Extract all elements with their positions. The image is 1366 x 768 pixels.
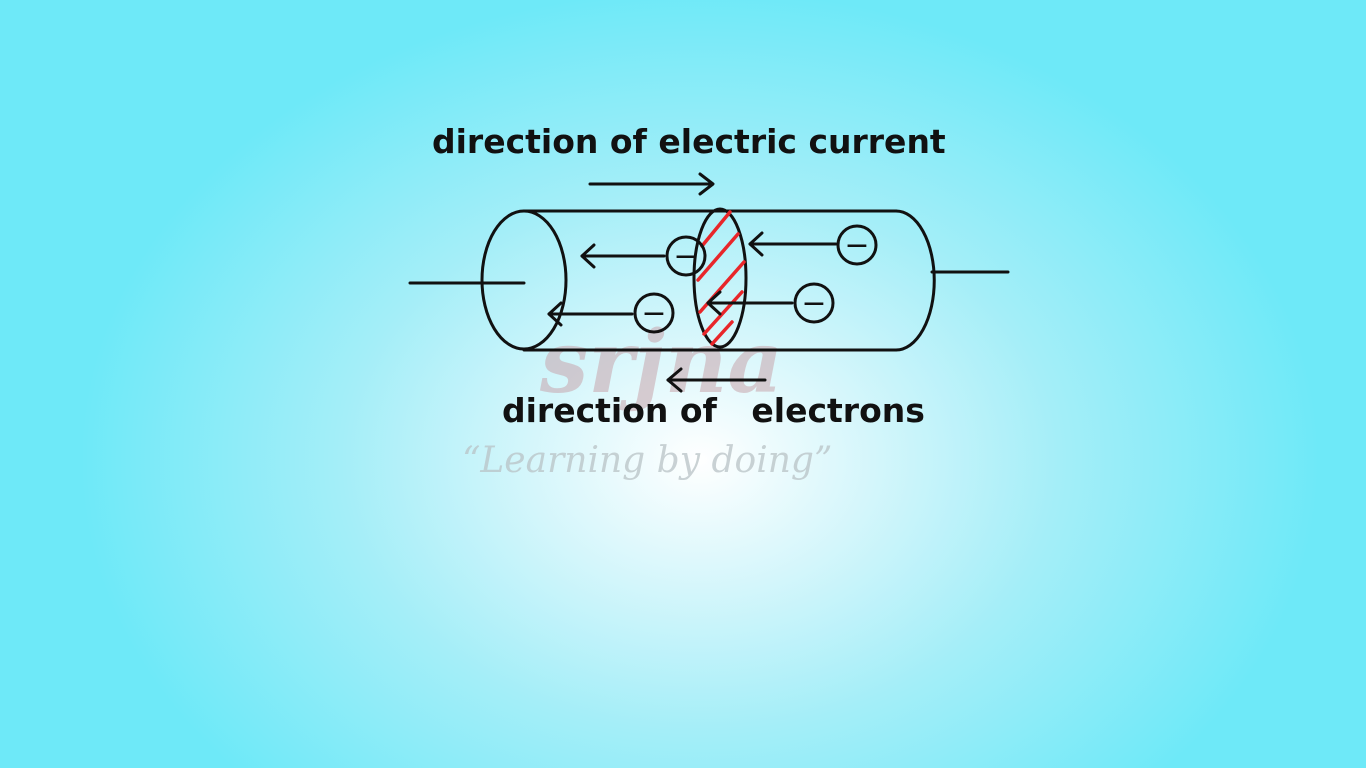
electron-drift-arrow <box>547 301 634 327</box>
current-direction-label: direction of electric current <box>432 122 946 161</box>
hatch-line <box>702 290 744 336</box>
electron-direction-arrow <box>666 367 767 393</box>
electron-direction-label: direction of electrons <box>502 391 925 430</box>
electron: − <box>836 224 878 266</box>
hatch-line <box>700 210 732 248</box>
electron-charge: − <box>844 228 869 263</box>
electron-drift-arrow <box>580 243 666 269</box>
cylinder-conductor <box>480 209 936 352</box>
electron-drift-arrow <box>706 290 794 316</box>
watermark-logo: srjna <box>539 312 783 413</box>
electron: − <box>665 235 707 277</box>
electron: − <box>793 282 835 324</box>
electron-charge: − <box>641 296 666 331</box>
electron: − <box>633 292 675 334</box>
watermark-tagline: “Learning by doing” <box>462 440 832 481</box>
electron-charge: − <box>801 286 826 321</box>
electron-charge: − <box>673 239 698 274</box>
current-direction-arrow <box>588 172 715 196</box>
hatch-line <box>696 232 740 282</box>
electron-drift-arrow <box>748 231 838 257</box>
hatch-line <box>710 320 734 346</box>
